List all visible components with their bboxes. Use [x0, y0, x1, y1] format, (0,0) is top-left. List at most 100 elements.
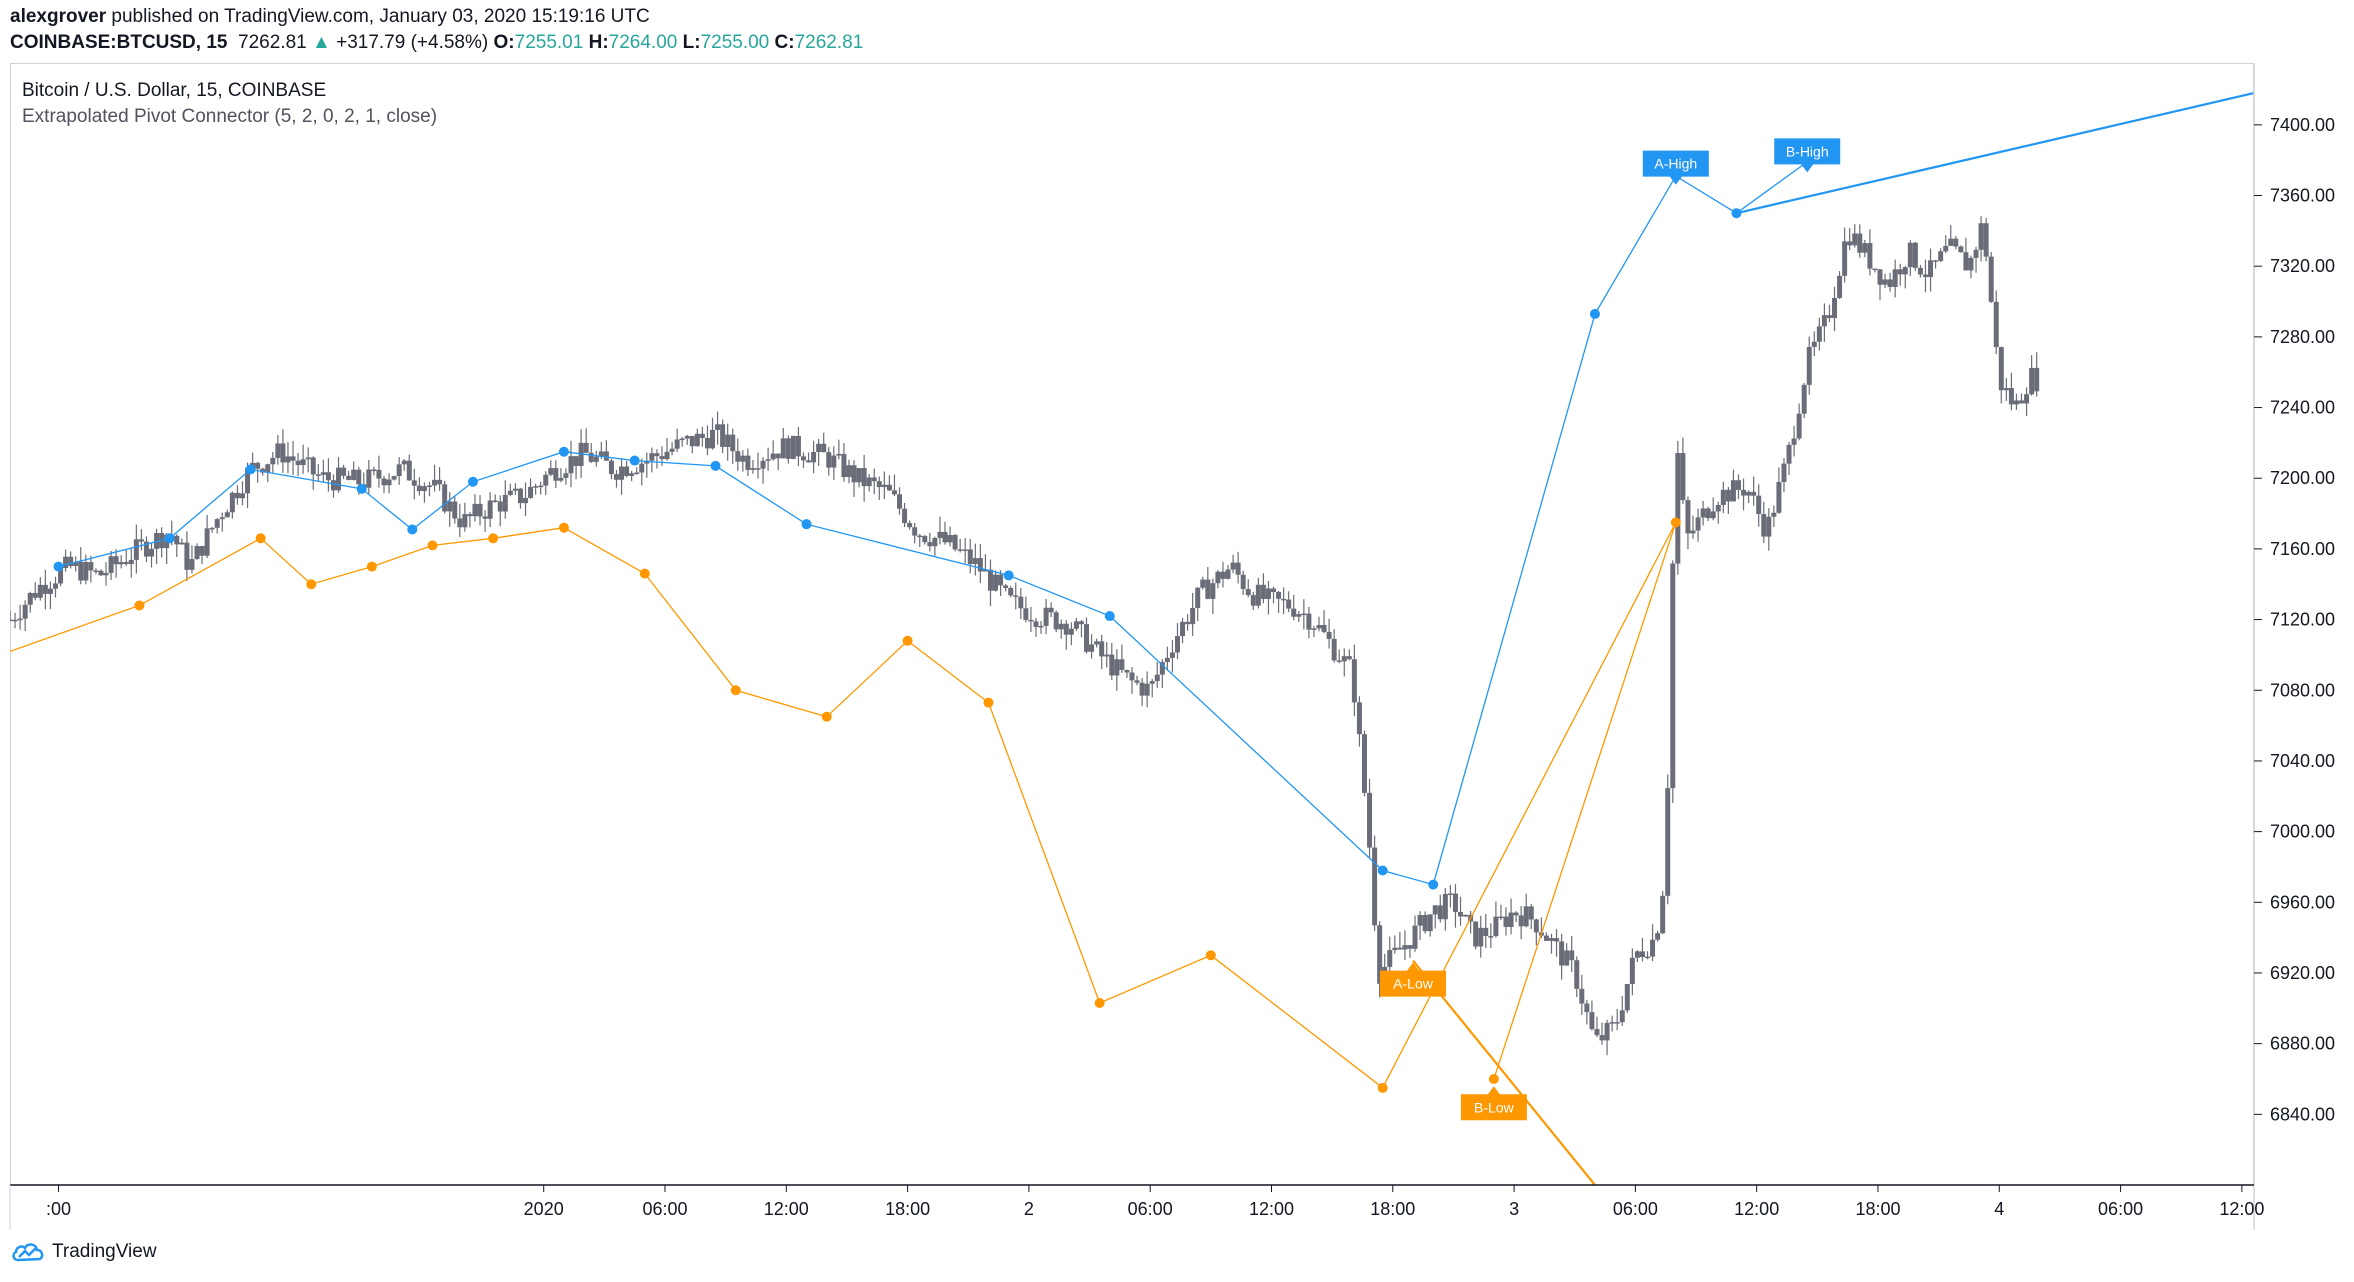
y-tick-label: 7160.00: [2270, 539, 2335, 559]
candle-body: [902, 508, 908, 524]
candle-body: [917, 535, 923, 538]
candle-body: [1902, 267, 1908, 275]
candle-body: [659, 456, 665, 460]
pivot-high-point: [1589, 308, 1600, 319]
candle-body: [1498, 916, 1504, 919]
candle-body: [315, 474, 321, 476]
candle-body: [1892, 269, 1898, 287]
candle-body: [386, 479, 392, 486]
candle-body: [174, 535, 180, 545]
open-value: 7255.01: [514, 32, 584, 53]
footer-brand[interactable]: TradingView: [10, 1240, 157, 1264]
candle-body: [285, 456, 291, 463]
candle-body: [1053, 612, 1059, 630]
candle-body: [1771, 512, 1777, 517]
candle-body: [1422, 914, 1428, 932]
candle-body: [1367, 792, 1373, 848]
candle-body: [1756, 495, 1762, 515]
series-title[interactable]: Bitcoin / U.S. Dollar, 15, COINBASE: [22, 80, 327, 101]
candle-body: [336, 467, 342, 491]
candle-body: [811, 452, 817, 463]
candle-body: [1928, 260, 1934, 278]
candle-body: [47, 588, 53, 594]
candle-body: [1372, 847, 1378, 926]
candle-body: [1720, 489, 1726, 505]
candle-body: [619, 466, 625, 480]
change-value: +317.79 (+4.58%): [336, 32, 489, 53]
candle-body: [1336, 660, 1342, 662]
candle-body: [487, 500, 493, 519]
y-tick-label: 7000.00: [2270, 822, 2335, 842]
candle-body: [1912, 242, 1918, 268]
candle-body: [821, 443, 827, 453]
candle-body: [1624, 984, 1630, 1011]
author-name[interactable]: alexgrover: [10, 6, 107, 27]
candle-body: [1215, 571, 1221, 584]
tradingview-cloud-icon: [12, 1243, 44, 1262]
pivot-low-point: [1205, 950, 1216, 961]
candle-body: [664, 451, 670, 460]
candle-body: [1917, 267, 1923, 275]
candle-body: [1089, 644, 1095, 652]
candle-body: [1458, 911, 1464, 917]
candle-body: [1220, 571, 1226, 579]
candle-body: [1250, 595, 1256, 606]
candle-body: [58, 567, 64, 584]
candle-body: [679, 438, 685, 441]
pivot-high-point: [53, 561, 64, 572]
candle-body: [755, 468, 761, 470]
candle-body: [133, 539, 139, 560]
candle-body: [927, 542, 933, 547]
candle-body: [1068, 628, 1074, 635]
candle-body: [1882, 279, 1888, 285]
candle-body: [1230, 562, 1236, 570]
candle-body: [1599, 1035, 1605, 1041]
candle-body: [1690, 530, 1696, 534]
candle-body: [1493, 916, 1499, 937]
candle-body: [538, 485, 544, 488]
candle-body: [1852, 233, 1858, 246]
candle-body: [1463, 914, 1469, 917]
candle-body: [866, 477, 872, 487]
candle-body: [1761, 514, 1767, 537]
pivot-low-point: [730, 685, 741, 696]
candle-body: [553, 468, 559, 481]
pivot-low-point: [821, 711, 832, 722]
candle-body: [341, 467, 347, 476]
candle-body: [1447, 893, 1453, 896]
candle-body: [1139, 682, 1145, 696]
candle-body: [1225, 569, 1231, 579]
close-value: 7262.81: [794, 32, 864, 53]
candle-body: [649, 453, 655, 461]
candle-body: [113, 556, 119, 565]
candle-body: [128, 559, 134, 565]
candle-body: [689, 435, 695, 447]
candle-body: [1837, 275, 1843, 298]
candle-body: [391, 476, 397, 480]
candle-body: [78, 561, 84, 581]
x-tick-label: 12:00: [764, 1199, 809, 1219]
candle-body: [1872, 268, 1878, 271]
candle-body: [138, 539, 144, 542]
candle-body: [1685, 500, 1691, 534]
candle-body: [977, 558, 983, 572]
pivot-high-line: [58, 161, 1808, 886]
open-label: O:: [493, 32, 515, 53]
candle-body: [517, 488, 523, 504]
indicator-title[interactable]: Extrapolated Pivot Connector (5, 2, 0, 2…: [22, 106, 438, 127]
pivot-annotations: A-High B-High A-Low B-Low: [1380, 138, 1841, 1121]
candle-body: [1028, 619, 1034, 622]
candle-body: [265, 464, 271, 473]
candle-body: [1938, 251, 1944, 261]
candle-body: [1988, 256, 1994, 302]
candle-body: [1660, 895, 1666, 934]
y-tick-label: 7080.00: [2270, 680, 2335, 700]
candle-body: [366, 469, 372, 488]
candle-body: [10, 619, 13, 622]
candle-body: [1013, 595, 1019, 597]
candle-body: [548, 468, 554, 475]
candle-body: [1432, 905, 1438, 915]
candle-body: [376, 469, 382, 479]
candle-body: [1200, 579, 1206, 588]
